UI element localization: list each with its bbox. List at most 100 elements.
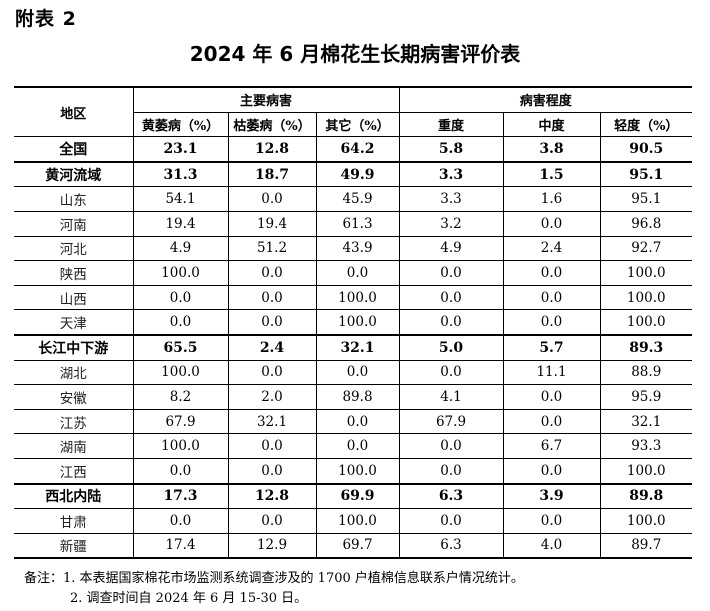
value-cell: 3.9 — [502, 482, 601, 510]
table-row: 甘肃 0.0 0.0 100.0 0.0 0.0 100.0 — [14, 508, 693, 534]
value-cell: 2.0 — [227, 384, 317, 410]
value-cell: 95.9 — [599, 384, 693, 410]
table-row: 江苏 67.9 32.1 0.0 67.9 0.0 32.1 — [14, 408, 693, 435]
value-cell: 17.3 — [132, 482, 229, 510]
header-col-other: 其它（%） — [315, 111, 400, 138]
value-cell: 0.0 — [502, 284, 601, 311]
value-cell: 95.1 — [599, 186, 693, 212]
value-cell: 3.3 — [398, 186, 504, 212]
value-cell: 100.0 — [599, 260, 693, 286]
header-col-fusarium: 枯萎病（%） — [227, 111, 317, 138]
value-cell: 5.7 — [502, 334, 601, 361]
value-cell: 4.1 — [398, 384, 504, 410]
value-cell: 5.8 — [398, 136, 504, 163]
footnote-1: 备注：1. 本表据国家棉花市场监测系统调查涉及的 1700 户植棉信息联系户情况… — [24, 571, 524, 586]
value-cell: 2.4 — [502, 235, 601, 262]
region-cell: 河南 — [14, 210, 134, 237]
table-row: 安徽 8.2 2.0 89.8 4.1 0.0 95.9 — [14, 384, 693, 410]
table-row: 黄河流域 31.3 18.7 49.9 3.3 1.5 95.1 — [14, 161, 693, 188]
region-cell: 河北 — [14, 235, 134, 262]
value-cell: 0.0 — [227, 359, 317, 386]
value-cell: 32.1 — [599, 408, 693, 435]
region-cell: 全国 — [14, 136, 134, 163]
value-cell: 0.0 — [227, 284, 317, 311]
value-cell: 12.9 — [227, 532, 317, 559]
value-cell: 32.1 — [227, 408, 317, 435]
value-cell: 67.9 — [132, 408, 229, 435]
value-cell: 8.2 — [132, 384, 229, 410]
value-cell: 0.0 — [398, 433, 504, 459]
appendix-label: 附表 2 — [15, 8, 77, 30]
table-row: 长江中下游 65.5 2.4 32.1 5.0 5.7 89.3 — [14, 334, 693, 361]
header-col-severe: 重度 — [398, 111, 504, 138]
region-cell: 新疆 — [14, 532, 134, 559]
value-cell: 92.7 — [599, 235, 693, 262]
value-cell: 0.0 — [398, 260, 504, 286]
table-row: 河北 4.9 51.2 43.9 4.9 2.4 92.7 — [14, 235, 693, 262]
header-group-main-disease: 主要病害 — [132, 86, 400, 113]
region-cell: 黄河流域 — [14, 161, 134, 188]
region-cell: 西北内陆 — [14, 482, 134, 510]
value-cell: 0.0 — [227, 457, 317, 485]
value-cell: 0.0 — [398, 359, 504, 386]
value-cell: 0.0 — [398, 508, 504, 534]
value-cell: 1.5 — [502, 161, 601, 188]
value-cell: 100.0 — [315, 508, 400, 534]
value-cell: 0.0 — [315, 359, 400, 386]
value-cell: 43.9 — [315, 235, 400, 262]
value-cell: 89.3 — [599, 334, 693, 361]
value-cell: 100.0 — [315, 457, 400, 485]
value-cell: 0.0 — [315, 433, 400, 459]
value-cell: 0.0 — [227, 309, 317, 336]
value-cell: 100.0 — [599, 284, 693, 311]
value-cell: 0.0 — [315, 260, 400, 286]
value-cell: 69.7 — [315, 532, 400, 559]
table-row: 湖南 100.0 0.0 0.0 0.0 6.7 93.3 — [14, 433, 693, 459]
region-cell: 山西 — [14, 284, 134, 311]
value-cell: 89.8 — [599, 482, 693, 510]
value-cell: 6.3 — [398, 482, 504, 510]
value-cell: 3.8 — [502, 136, 601, 163]
region-cell: 湖南 — [14, 433, 134, 459]
value-cell: 4.0 — [502, 532, 601, 559]
value-cell: 0.0 — [132, 309, 229, 336]
value-cell: 100.0 — [132, 260, 229, 286]
header-group-disease-degree: 病害程度 — [398, 86, 693, 113]
header-col-mild: 轻度（%） — [599, 111, 693, 138]
region-cell: 长江中下游 — [14, 334, 134, 361]
value-cell: 0.0 — [502, 457, 601, 485]
value-cell: 89.8 — [315, 384, 400, 410]
value-cell: 0.0 — [502, 508, 601, 534]
value-cell: 0.0 — [502, 260, 601, 286]
value-cell: 19.4 — [227, 210, 317, 237]
value-cell: 12.8 — [227, 482, 317, 510]
value-cell: 61.3 — [315, 210, 400, 237]
value-cell: 93.3 — [599, 433, 693, 459]
value-cell: 0.0 — [227, 186, 317, 212]
table-row: 山西 0.0 0.0 100.0 0.0 0.0 100.0 — [14, 284, 693, 311]
value-cell: 0.0 — [132, 284, 229, 311]
value-cell: 100.0 — [315, 309, 400, 336]
value-cell: 0.0 — [315, 408, 400, 435]
value-cell: 32.1 — [315, 334, 400, 361]
region-cell: 江苏 — [14, 408, 134, 435]
value-cell: 2.4 — [227, 334, 317, 361]
table-row: 天津 0.0 0.0 100.0 0.0 0.0 100.0 — [14, 309, 693, 336]
footnotes: 备注：1. 本表据国家棉花市场监测系统调查涉及的 1700 户植棉信息联系户情况… — [24, 569, 524, 609]
value-cell: 0.0 — [227, 260, 317, 286]
value-cell: 6.3 — [398, 532, 504, 559]
value-cell: 89.7 — [599, 532, 693, 559]
region-cell: 山东 — [14, 186, 134, 212]
value-cell: 23.1 — [132, 136, 229, 163]
value-cell: 0.0 — [398, 457, 504, 485]
value-cell: 1.6 — [502, 186, 601, 212]
value-cell: 100.0 — [132, 433, 229, 459]
header-col-moderate: 中度 — [502, 111, 601, 138]
value-cell: 0.0 — [502, 408, 601, 435]
value-cell: 0.0 — [502, 210, 601, 237]
region-cell: 湖北 — [14, 359, 134, 386]
region-cell: 天津 — [14, 309, 134, 336]
value-cell: 95.1 — [599, 161, 693, 188]
header-region: 地区 — [14, 86, 134, 138]
value-cell: 0.0 — [132, 457, 229, 485]
